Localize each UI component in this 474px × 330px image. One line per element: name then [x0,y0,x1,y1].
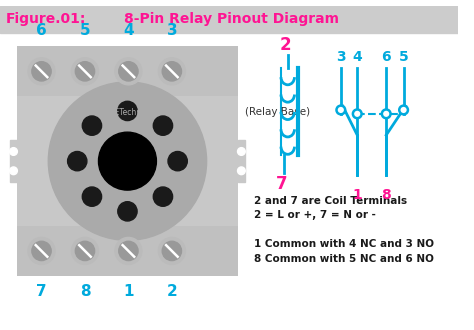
Circle shape [162,241,182,261]
Text: 8-Pin Relay Pinout Diagram: 8-Pin Relay Pinout Diagram [124,12,339,26]
Circle shape [9,148,18,155]
Text: 1: 1 [123,284,134,299]
Circle shape [32,62,51,81]
Text: 8: 8 [381,188,391,202]
Circle shape [153,116,173,135]
Circle shape [162,62,182,81]
Circle shape [115,58,142,85]
Circle shape [75,241,95,261]
Circle shape [399,106,408,114]
Circle shape [9,167,18,175]
Circle shape [72,237,99,264]
Text: 2: 2 [280,36,292,54]
Text: 8: 8 [80,284,90,299]
Text: ©WWW.ETechnoG.COM: ©WWW.ETechnoG.COM [83,108,172,117]
Text: 2 = L or +, 7 = N or -: 2 = L or +, 7 = N or - [254,210,376,220]
Circle shape [337,106,345,114]
Circle shape [237,148,245,155]
Text: 3: 3 [336,50,346,64]
Circle shape [158,237,185,264]
Circle shape [119,241,138,261]
Circle shape [168,151,187,171]
Text: 5: 5 [80,23,90,38]
Text: 1 Common with 4 NC and 3 NO: 1 Common with 4 NC and 3 NO [254,239,434,249]
Circle shape [158,58,185,85]
Text: 2: 2 [166,284,177,299]
Circle shape [99,132,156,190]
Circle shape [82,187,101,206]
Text: 4: 4 [352,50,362,64]
Circle shape [48,82,207,240]
Bar [18,226,237,276]
Circle shape [75,62,95,81]
Circle shape [123,174,132,183]
Bar [237,140,245,182]
Circle shape [118,202,137,221]
Text: Figure.01:: Figure.01: [6,12,86,26]
Text: 4: 4 [123,23,134,38]
Text: (Relay Base): (Relay Base) [245,107,310,117]
Circle shape [115,237,142,264]
Text: 6: 6 [382,50,391,64]
Text: 7: 7 [36,284,47,299]
Bar [0,6,458,33]
Text: 6: 6 [36,23,47,38]
Circle shape [68,151,87,171]
Circle shape [82,116,101,135]
Text: 7: 7 [276,175,288,193]
Circle shape [118,101,137,120]
Circle shape [28,237,55,264]
Circle shape [28,58,55,85]
Text: 8 Common with 5 NC and 6 NO: 8 Common with 5 NC and 6 NO [254,254,434,264]
Circle shape [237,167,245,175]
Circle shape [119,62,138,81]
Bar [18,46,237,276]
Circle shape [153,187,173,206]
Circle shape [32,241,51,261]
Circle shape [382,110,391,118]
Circle shape [353,110,362,118]
Text: 1: 1 [352,188,362,202]
Text: 5: 5 [399,50,409,64]
Circle shape [72,58,99,85]
Text: 3: 3 [166,23,177,38]
Bar [18,46,237,96]
Bar [9,140,18,182]
Text: 2 and 7 are Coil Terminals: 2 and 7 are Coil Terminals [254,196,407,206]
